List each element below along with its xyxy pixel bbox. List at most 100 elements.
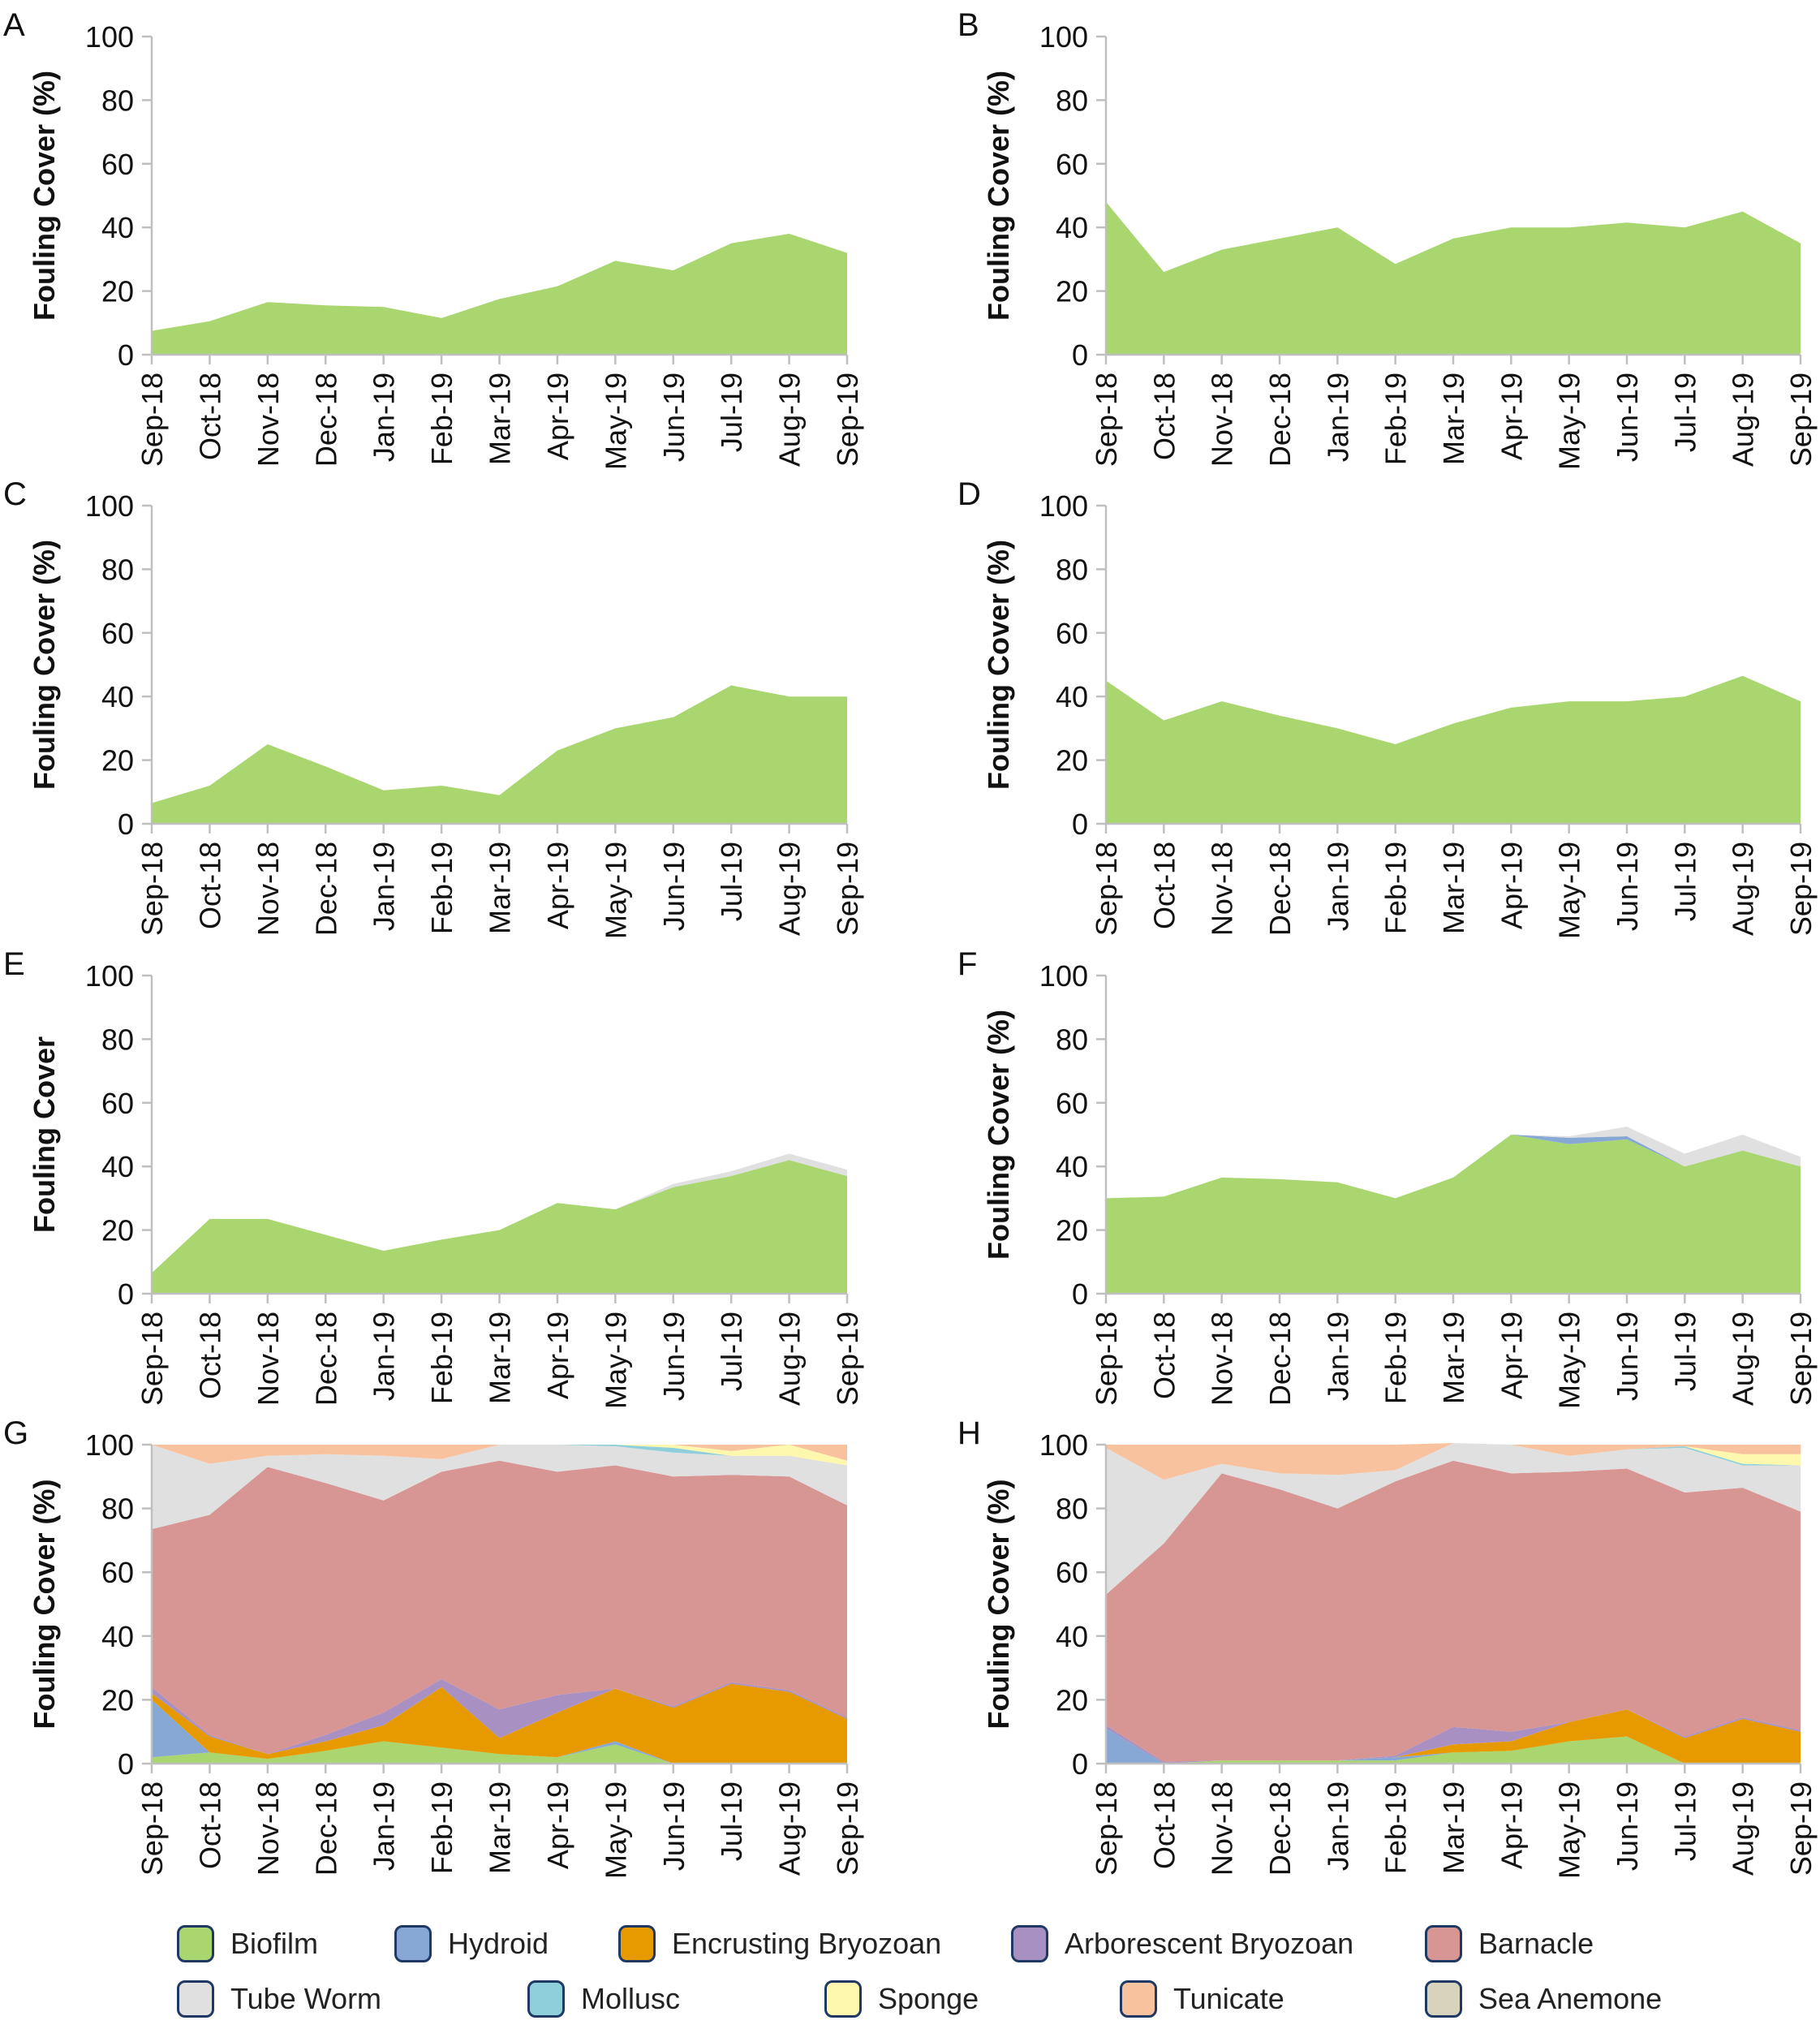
x-tick-label-e-oct-18: Oct-18 <box>193 1312 226 1399</box>
x-tick-label-a-aug-19: Aug-19 <box>773 373 807 467</box>
x-tick-label-c-apr-19: Apr-19 <box>541 842 574 929</box>
x-tick-label-h-apr-19: Apr-19 <box>1495 1781 1528 1869</box>
x-tick-label-h-jul-19: Jul-19 <box>1668 1781 1702 1861</box>
y-tick-label-a-60: 60 <box>101 148 134 181</box>
y-tick-label-c-80: 80 <box>101 553 134 586</box>
panel-letter-b: B <box>957 7 979 43</box>
panel-e: E 0 20 40 60 80 100 Sep-18 Oct-18 Nov-18 Dec-18 Jan… <box>3 946 864 1409</box>
series-area-g-tube-worm <box>152 1445 847 1530</box>
x-tick-label-d-jul-19: Jul-19 <box>1668 842 1702 921</box>
x-tick-label-f-mar-19: Mar-19 <box>1437 1312 1470 1404</box>
panel-g: G 0 20 40 60 80 100 Sep-18 Oct-18 Nov-18 Dec-18 Jan… <box>3 1415 864 1879</box>
y-tick-label-d-80: 80 <box>1056 553 1088 586</box>
panel-letter-c: C <box>3 476 27 512</box>
y-tick-label-f-40: 40 <box>1056 1150 1088 1183</box>
legend-swatch-biofilm <box>177 1925 214 1962</box>
x-tick-label-f-jun-19: Jun-19 <box>1611 1312 1644 1401</box>
x-tick-label-e-apr-19: Apr-19 <box>541 1312 574 1399</box>
series-area-b-biofilm <box>1106 201 1801 355</box>
y-tick-label-f-80: 80 <box>1056 1023 1088 1056</box>
legend-swatch-tube-worm <box>177 1980 214 2018</box>
y-tick-label-g-20: 20 <box>101 1683 134 1717</box>
x-tick-label-d-aug-19: Aug-19 <box>1727 842 1760 936</box>
y-tick-label-d-100: 100 <box>1039 489 1088 523</box>
y-tick-label-h-60: 60 <box>1056 1556 1088 1589</box>
x-tick-label-a-jul-19: Jul-19 <box>715 373 748 452</box>
panel-h: H 0 20 40 60 80 100 Sep-18 Oct-18 Nov-18 Dec-18 Jan… <box>957 1415 1818 1879</box>
y-tick-label-f-60: 60 <box>1056 1087 1088 1120</box>
x-tick-label-c-feb-19: Feb-19 <box>425 842 458 934</box>
series-area-f-biofilm <box>1106 1135 1801 1294</box>
x-tick-label-g-jan-19: Jan-19 <box>368 1781 401 1871</box>
x-tick-label-b-may-19: May-19 <box>1553 373 1586 470</box>
x-tick-label-d-jun-19: Jun-19 <box>1611 842 1644 931</box>
legend: Biofilm Hydroid Encrusting Bryozoan Arbo… <box>0 1895 1820 2029</box>
x-tick-label-b-jul-19: Jul-19 <box>1668 373 1702 452</box>
x-tick-label-g-sep-18: Sep-18 <box>136 1781 169 1876</box>
legend-label-barnacle: Barnacle <box>1478 1927 1594 1960</box>
y-tick-label-c-100: 100 <box>85 489 134 523</box>
x-tick-label-f-sep-19: Sep-19 <box>1784 1312 1818 1406</box>
x-tick-label-g-sep-19: Sep-19 <box>831 1781 864 1876</box>
legend-item-sponge: Sponge <box>824 1975 979 2023</box>
y-tick-label-e-100: 100 <box>85 959 134 993</box>
x-tick-label-a-mar-19: Mar-19 <box>484 373 517 465</box>
y-tick-label-b-20: 20 <box>1056 275 1088 308</box>
x-tick-label-d-dec-18: Dec-18 <box>1263 842 1297 936</box>
x-tick-label-h-may-19: May-19 <box>1553 1781 1586 1879</box>
y-tick-label-h-100: 100 <box>1039 1428 1088 1462</box>
x-tick-label-a-nov-18: Nov-18 <box>252 373 285 467</box>
legend-label-tube-worm: Tube Worm <box>230 1982 382 2015</box>
legend-item-hydroid: Hydroid <box>394 1919 549 1968</box>
y-tick-label-c-40: 40 <box>101 680 134 713</box>
x-tick-label-h-mar-19: Mar-19 <box>1437 1781 1470 1874</box>
x-tick-label-d-nov-18: Nov-18 <box>1206 842 1239 936</box>
y-axis-label-f: Fouling Cover (%) <box>982 1010 1015 1260</box>
series-area-g-encrusting-bryozoan <box>152 1683 847 1764</box>
x-tick-label-f-apr-19: Apr-19 <box>1495 1312 1528 1399</box>
x-tick-label-h-jun-19: Jun-19 <box>1611 1781 1644 1871</box>
x-tick-label-d-sep-18: Sep-18 <box>1090 842 1123 936</box>
x-tick-label-f-aug-19: Aug-19 <box>1727 1312 1760 1406</box>
x-tick-label-e-jul-19: Jul-19 <box>715 1312 748 1391</box>
x-tick-label-f-may-19: May-19 <box>1553 1312 1586 1409</box>
panel-letter-f: F <box>957 946 977 982</box>
x-tick-label-d-feb-19: Feb-19 <box>1379 842 1413 934</box>
x-tick-label-d-sep-19: Sep-19 <box>1784 842 1818 936</box>
x-tick-label-b-jan-19: Jan-19 <box>1321 373 1354 462</box>
legend-item-arborescent-bryozoan: Arborescent Bryozoan <box>1011 1919 1353 1968</box>
x-tick-label-f-sep-18: Sep-18 <box>1090 1312 1123 1406</box>
series-area-h-tunicate <box>1106 1443 1801 1480</box>
x-tick-label-e-sep-18: Sep-18 <box>136 1312 169 1406</box>
x-tick-label-f-oct-18: Oct-18 <box>1147 1312 1181 1399</box>
series-area-h-biofilm <box>1106 1736 1801 1764</box>
legend-label-hydroid: Hydroid <box>448 1927 549 1960</box>
x-tick-label-g-apr-19: Apr-19 <box>541 1781 574 1869</box>
x-tick-label-b-jun-19: Jun-19 <box>1611 373 1644 462</box>
x-tick-label-g-feb-19: Feb-19 <box>425 1781 458 1874</box>
legend-swatch-sponge <box>824 1980 862 2018</box>
x-tick-label-h-oct-18: Oct-18 <box>1147 1781 1181 1869</box>
series-area-h-tube-worm <box>1106 1443 1801 1595</box>
x-tick-label-a-dec-18: Dec-18 <box>309 373 342 467</box>
x-tick-label-f-jan-19: Jan-19 <box>1321 1312 1354 1401</box>
y-tick-label-d-20: 20 <box>1056 744 1088 778</box>
series-area-g-arborescent-bryozoan <box>152 1678 847 1755</box>
panel-letter-d: D <box>957 476 981 512</box>
y-tick-label-e-40: 40 <box>101 1150 134 1183</box>
legend-item-biofilm: Biofilm <box>177 1919 318 1968</box>
x-tick-label-e-jan-19: Jan-19 <box>368 1312 401 1401</box>
x-tick-label-f-dec-18: Dec-18 <box>1263 1312 1297 1406</box>
x-tick-label-b-apr-19: Apr-19 <box>1495 373 1528 460</box>
y-tick-label-a-100: 100 <box>85 20 134 54</box>
y-tick-label-f-20: 20 <box>1056 1214 1088 1247</box>
series-area-g-mollusc <box>152 1445 847 1466</box>
y-tick-label-a-80: 80 <box>101 84 134 117</box>
x-tick-label-b-feb-19: Feb-19 <box>1379 373 1413 465</box>
x-tick-label-e-mar-19: Mar-19 <box>484 1312 517 1404</box>
y-tick-label-e-20: 20 <box>101 1214 134 1247</box>
legend-item-sea-anemone: Sea Anemone <box>1425 1975 1662 2023</box>
y-tick-label-e-60: 60 <box>101 1087 134 1120</box>
x-tick-label-f-feb-19: Feb-19 <box>1379 1312 1413 1404</box>
panel-c: C 0 20 40 60 80 100 Sep-18 Oct-18 Nov-18 Dec-18 Jan… <box>3 476 864 939</box>
